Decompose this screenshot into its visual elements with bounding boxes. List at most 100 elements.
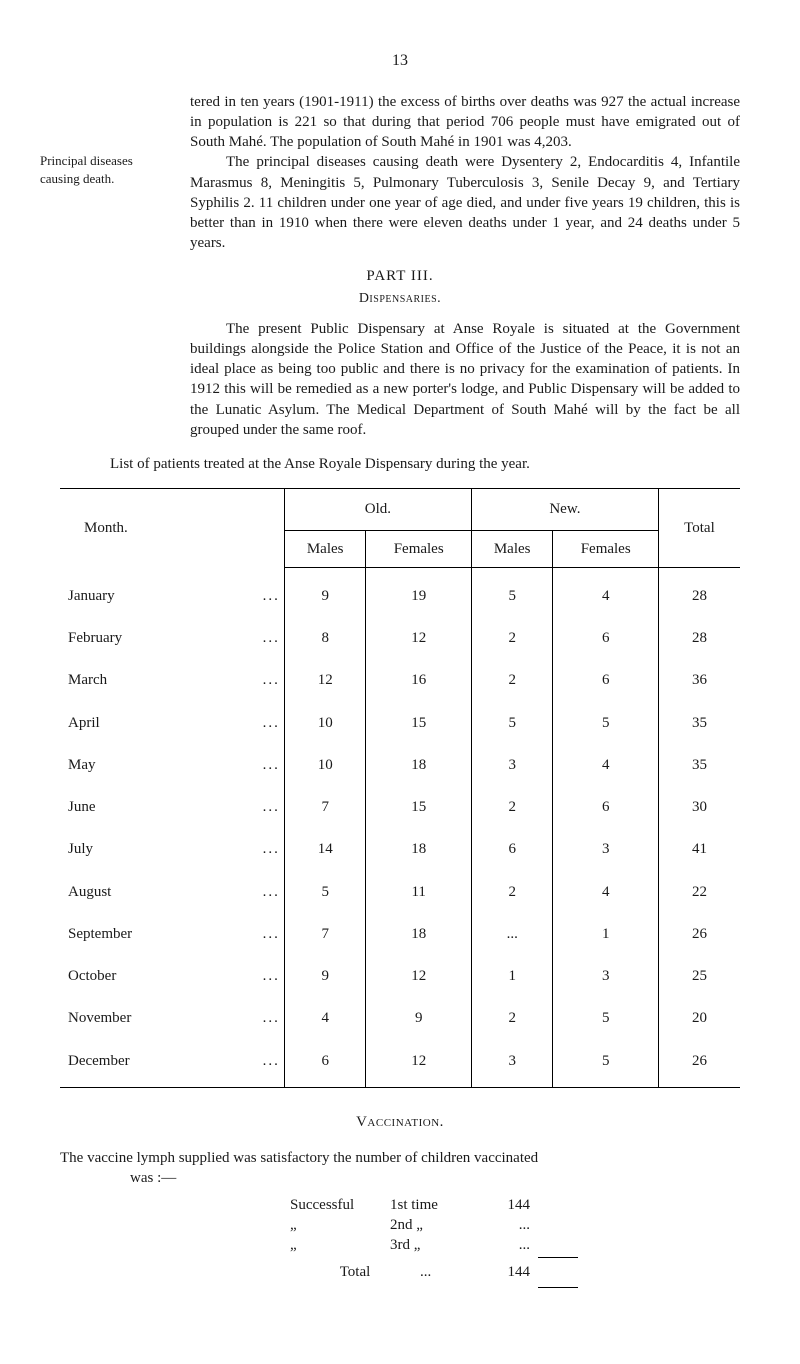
- table-cell: June ...: [60, 786, 284, 828]
- table-row: January ...9195428: [60, 567, 740, 617]
- table-cell: 9: [284, 567, 366, 617]
- vacc-time: 1st time: [390, 1195, 480, 1215]
- vacc-label: Successful: [290, 1195, 390, 1215]
- vaccination-title: Vaccination.: [60, 1112, 740, 1132]
- th-new-females: Females: [553, 530, 658, 567]
- vacc-row: „3rd „...: [290, 1235, 740, 1255]
- intro-text: tered in ten years (1901-1911) the exces…: [190, 92, 740, 153]
- table-cell: 15: [366, 702, 471, 744]
- table-cell: 2: [471, 997, 553, 1039]
- table-cell: 15: [366, 786, 471, 828]
- table-cell: 2: [471, 659, 553, 701]
- table-cell: 4: [284, 997, 366, 1039]
- table-cell: 26: [658, 913, 740, 955]
- diseases-text: The principal diseases causing death wer…: [190, 152, 740, 253]
- table-cell: 10: [284, 702, 366, 744]
- table-cell: December ...: [60, 1040, 284, 1088]
- table-cell: September ...: [60, 913, 284, 955]
- th-new: New.: [471, 489, 658, 530]
- table-row: May ...10183435: [60, 744, 740, 786]
- th-month: Month.: [60, 489, 284, 568]
- subsection-title: Dispensaries.: [60, 290, 740, 309]
- table-row: February ...8122628: [60, 617, 740, 659]
- table-cell: 4: [553, 871, 658, 913]
- table-cell: 35: [658, 702, 740, 744]
- diseases-block: Principal diseases causing death. The pr…: [60, 152, 740, 253]
- table-cell: 12: [284, 659, 366, 701]
- table-cell: 4: [553, 567, 658, 617]
- table-cell: 30: [658, 786, 740, 828]
- table-cell: 6: [553, 786, 658, 828]
- th-total: Total: [658, 489, 740, 568]
- table-row: October ...9121325: [60, 955, 740, 997]
- table-cell: 6: [553, 617, 658, 659]
- vacc-row: Successful1st time144: [290, 1195, 740, 1215]
- divider: [538, 1287, 578, 1288]
- th-new-males: Males: [471, 530, 553, 567]
- divider: [538, 1257, 578, 1258]
- table-cell: 8: [284, 617, 366, 659]
- dispensary-block: The present Public Dispensary at Anse Ro…: [60, 319, 740, 441]
- table-cell: 36: [658, 659, 740, 701]
- table-cell: 6: [553, 659, 658, 701]
- table-cell: 12: [366, 617, 471, 659]
- table-cell: 35: [658, 744, 740, 786]
- table-cell: 3: [553, 828, 658, 870]
- table-cell: August ...: [60, 871, 284, 913]
- table-cell: 18: [366, 828, 471, 870]
- table-cell: 4: [553, 744, 658, 786]
- vacc-total-dots: ...: [420, 1262, 480, 1282]
- vacc-label: „: [290, 1235, 390, 1255]
- table-cell: 11: [366, 871, 471, 913]
- table-cell: 7: [284, 786, 366, 828]
- table-cell: April ...: [60, 702, 284, 744]
- vacc-total-label: Total: [290, 1262, 420, 1282]
- table-row: April ...10155535: [60, 702, 740, 744]
- vacc-total-value: 144: [480, 1262, 530, 1282]
- list-intro: List of patients treated at the Anse Roy…: [110, 454, 740, 474]
- table-cell: 10: [284, 744, 366, 786]
- table-cell: 12: [366, 1040, 471, 1088]
- vacc-time: 3rd „: [390, 1235, 480, 1255]
- dispensary-text: The present Public Dispensary at Anse Ro…: [190, 319, 740, 441]
- table-cell: May ...: [60, 744, 284, 786]
- vacc-value: ...: [480, 1215, 530, 1235]
- table-cell: 1: [471, 955, 553, 997]
- th-old: Old.: [284, 489, 471, 530]
- part-title: PART III.: [60, 266, 740, 286]
- intro-block: tered in ten years (1901-1911) the exces…: [60, 92, 740, 153]
- table-row: September ...718...126: [60, 913, 740, 955]
- table-cell: 9: [366, 997, 471, 1039]
- table-cell: March ...: [60, 659, 284, 701]
- vacc-row: „2nd „...: [290, 1215, 740, 1235]
- table-cell: 22: [658, 871, 740, 913]
- table-row: March ...12162636: [60, 659, 740, 701]
- vacc-was: was :—: [130, 1170, 176, 1186]
- table-cell: 9: [284, 955, 366, 997]
- table-body: January ...9195428February ...8122628Mar…: [60, 567, 740, 1087]
- table-cell: 5: [284, 871, 366, 913]
- table-cell: 16: [366, 659, 471, 701]
- vacc-line1: The vaccine lymph supplied was satisfact…: [60, 1150, 538, 1166]
- th-old-males: Males: [284, 530, 366, 567]
- table-row: August ...5112422: [60, 871, 740, 913]
- table-cell: January ...: [60, 567, 284, 617]
- table-cell: 18: [366, 744, 471, 786]
- table-row: July ...14186341: [60, 828, 740, 870]
- vaccination-table: Successful1st time144„2nd „...„3rd „...T…: [290, 1195, 740, 1288]
- table-cell: 3: [471, 1040, 553, 1088]
- table-cell: July ...: [60, 828, 284, 870]
- vacc-value: ...: [480, 1235, 530, 1255]
- table-cell: 26: [658, 1040, 740, 1088]
- vacc-value: 144: [480, 1195, 530, 1215]
- table-cell: 2: [471, 871, 553, 913]
- table-cell: 6: [284, 1040, 366, 1088]
- table-cell: 5: [471, 702, 553, 744]
- vacc-total-row: Total...144: [290, 1262, 740, 1282]
- table-cell: 25: [658, 955, 740, 997]
- table-cell: February ...: [60, 617, 284, 659]
- table-cell: November ...: [60, 997, 284, 1039]
- table-cell: 19: [366, 567, 471, 617]
- table-cell: 5: [553, 1040, 658, 1088]
- table-cell: 6: [471, 828, 553, 870]
